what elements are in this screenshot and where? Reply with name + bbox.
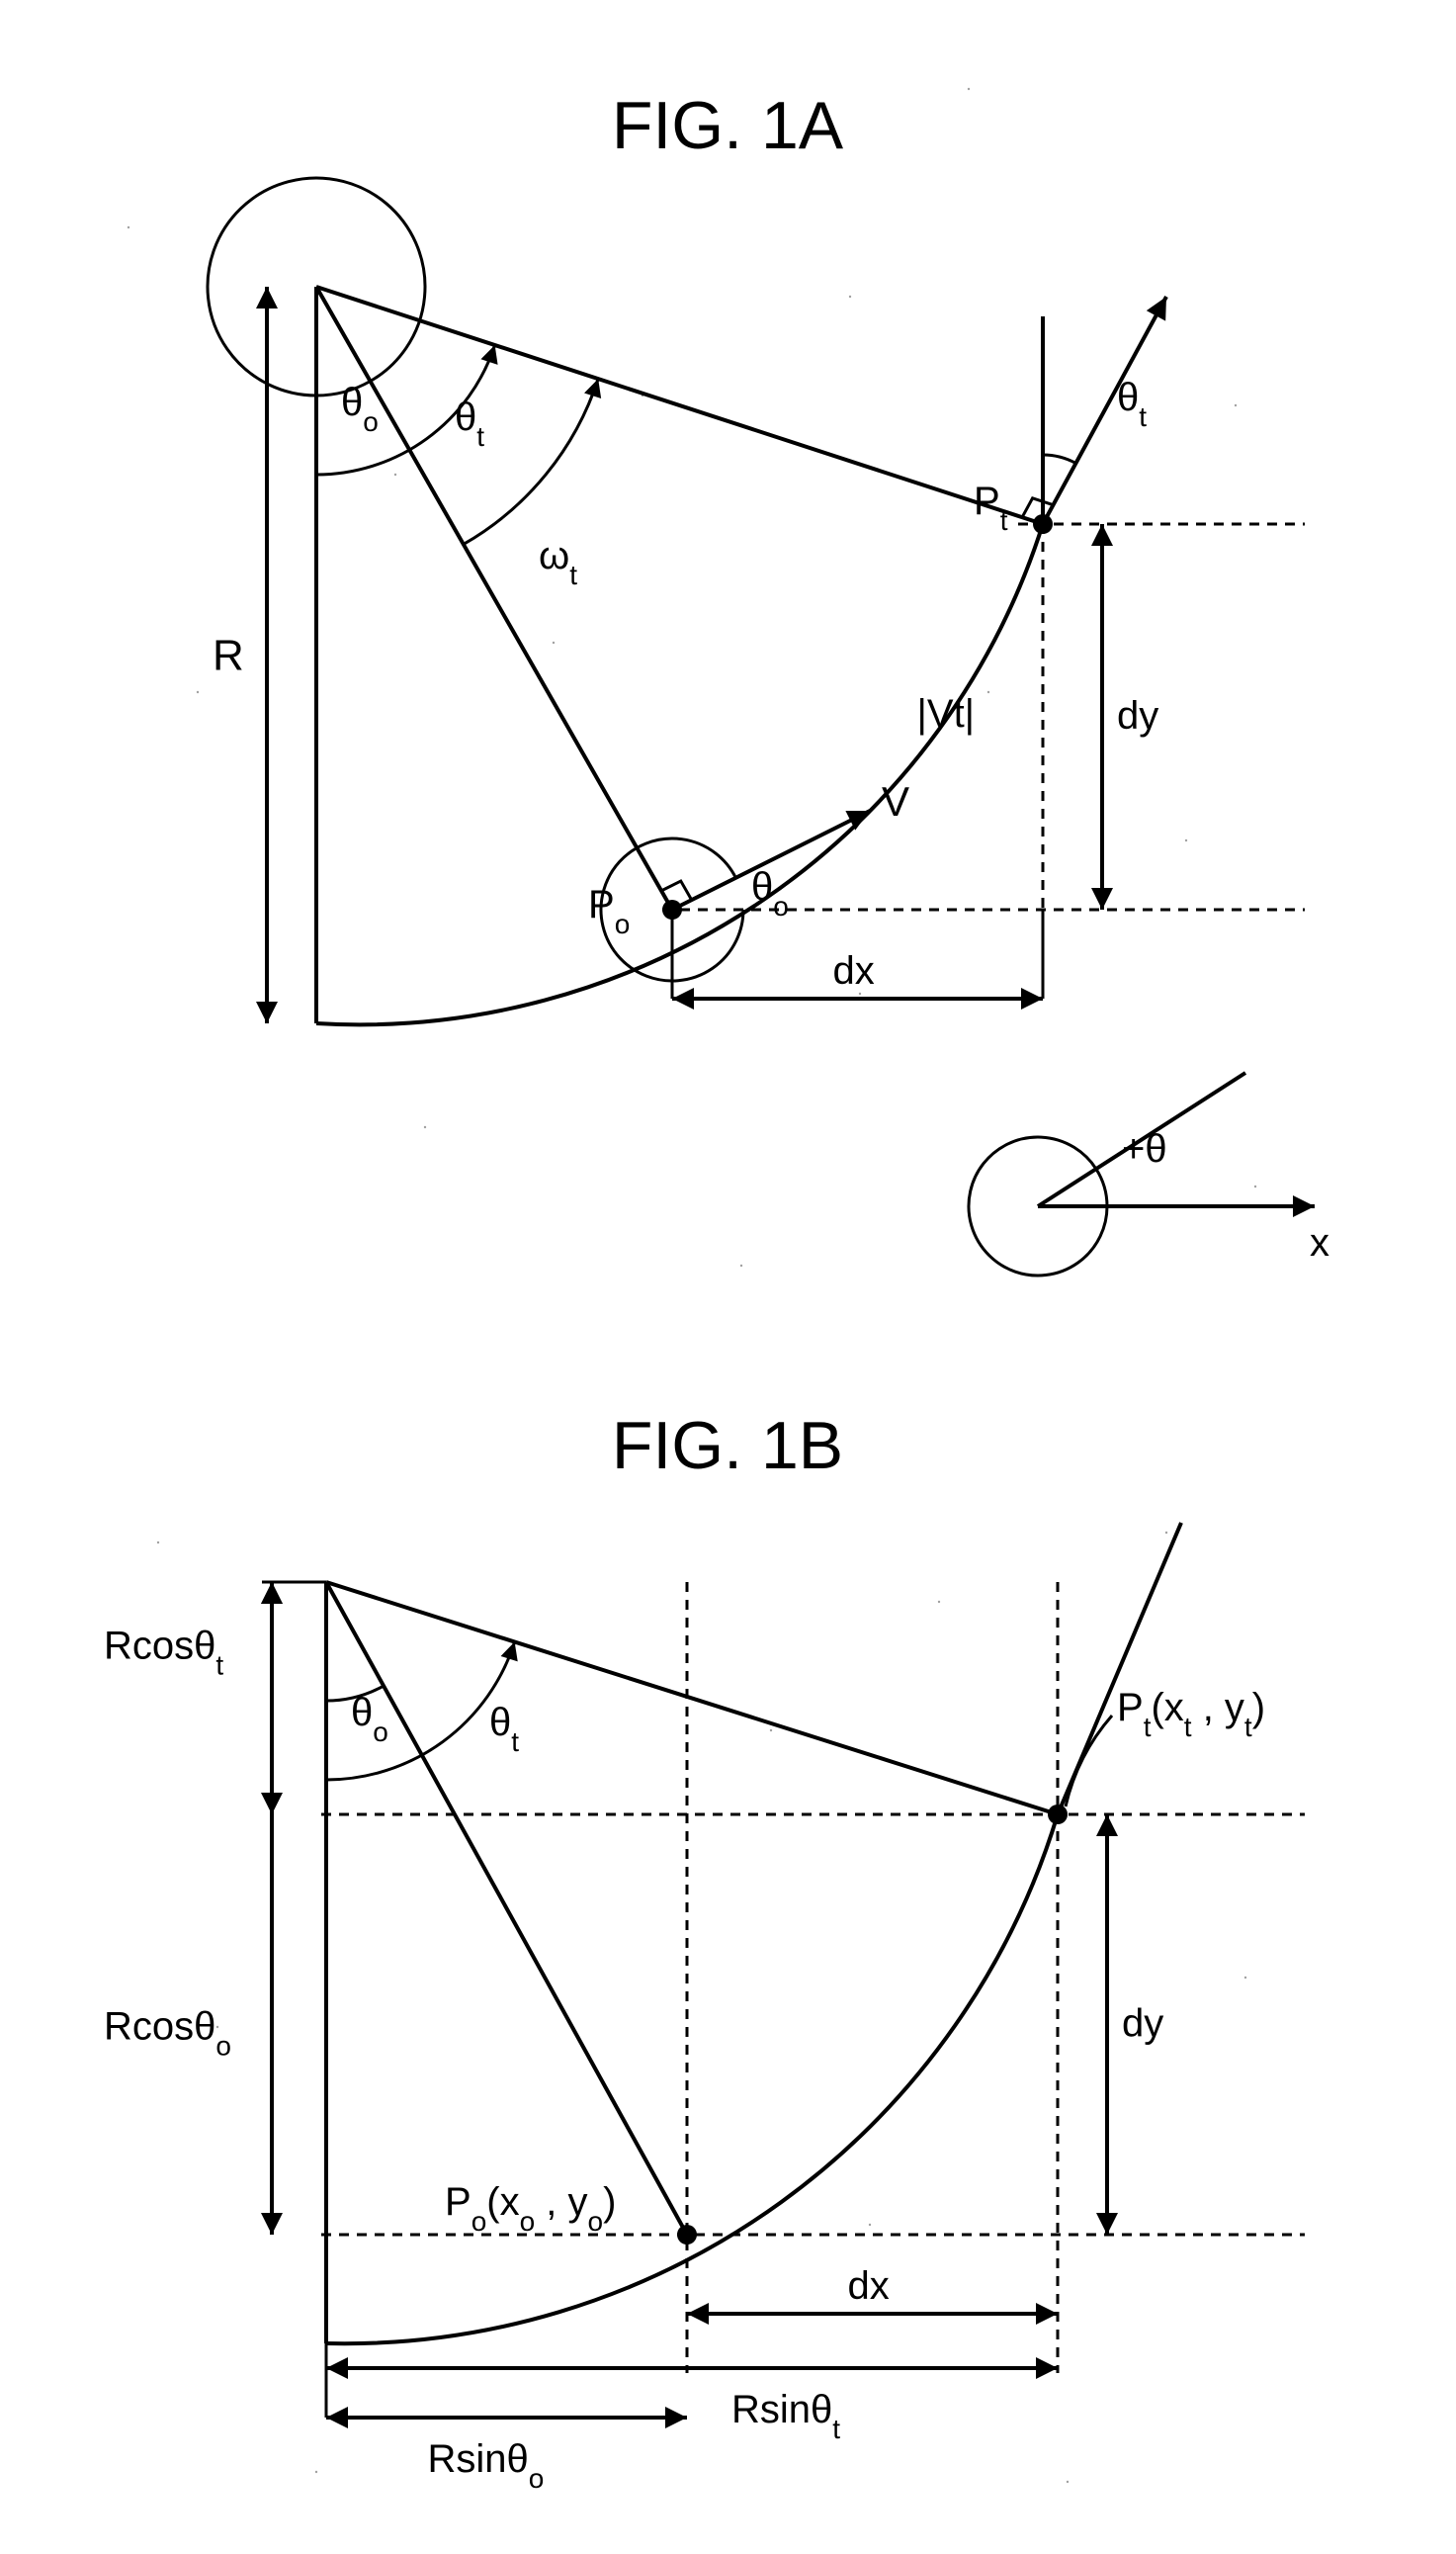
svg-text:θo: θo	[751, 865, 789, 922]
svg-text:Po(xo , yo): Po(xo , yo)	[445, 2180, 616, 2237]
svg-text:Rcosθt: Rcosθt	[104, 1625, 223, 1681]
svg-text:Rsinθt: Rsinθt	[731, 2388, 840, 2444]
svg-text:θo: θo	[351, 1691, 388, 1747]
fig1a-title: FIG. 1A	[612, 88, 844, 163]
svg-text:θt: θt	[455, 396, 484, 452]
figure-canvas: FIG. 1A Rθt Vθo θo θt ωt |Vt| Po Pt dx dy +θ x FIG.…	[0, 0, 1456, 2554]
svg-text:Pt: Pt	[974, 480, 1008, 536]
svg-text:x: x	[1310, 1221, 1329, 1265]
svg-text:Pt(xt , yt): Pt(xt , yt)	[1117, 1686, 1265, 1742]
svg-text:dy: dy	[1122, 2002, 1163, 2046]
svg-text:dy: dy	[1117, 694, 1158, 738]
svg-text:R: R	[213, 632, 244, 680]
fig1b-diagram: θo θt Rcosθt Rcosθo dx dy Rsinθo Rsinθt Po(xo , …	[104, 1523, 1305, 2494]
svg-text:Po: Po	[588, 883, 630, 939]
fig1a-diagram: RθtVθoθoθtωt|Vt|PoPtdxdy+θx	[208, 178, 1329, 1276]
svg-text:θt: θt	[1117, 376, 1147, 432]
svg-text:V: V	[882, 778, 909, 825]
svg-text:+θ: +θ	[1122, 1127, 1167, 1171]
svg-text:ωt: ωt	[539, 534, 577, 590]
svg-text:dx: dx	[848, 2264, 890, 2308]
fig1b-title: FIG. 1B	[612, 1408, 843, 1483]
svg-text:Rcosθo: Rcosθo	[104, 2005, 231, 2062]
svg-text:|Vt|: |Vt|	[917, 692, 976, 736]
svg-text:Rsinθo: Rsinθo	[428, 2437, 545, 2494]
svg-text:dx: dx	[833, 949, 875, 993]
svg-text:θt: θt	[489, 1701, 519, 1757]
scan-speckle	[128, 88, 1256, 2483]
